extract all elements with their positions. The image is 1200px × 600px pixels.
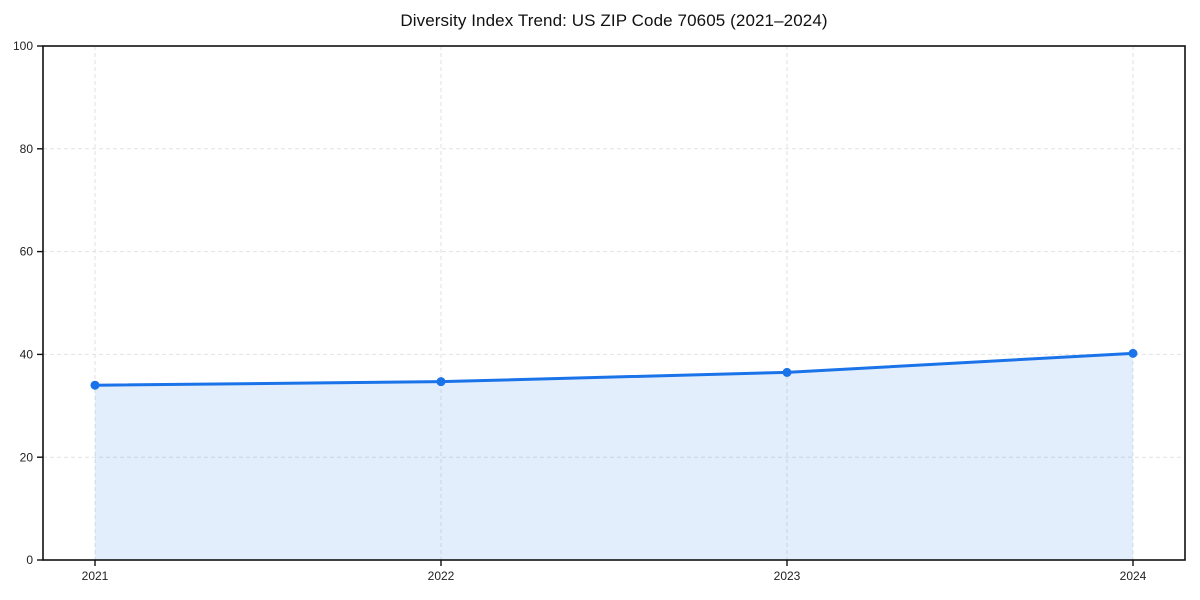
data-point-2021	[90, 380, 100, 390]
y-tick-label: 80	[20, 142, 34, 156]
x-tick-label: 2024	[1120, 569, 1147, 583]
x-tick-label: 2021	[82, 569, 109, 583]
y-tick-label: 60	[20, 245, 34, 259]
plot-border	[42, 45, 1186, 561]
area-fill	[95, 353, 1133, 560]
trend-line	[93, 351, 1135, 387]
x-tick-label: 2023	[774, 569, 801, 583]
x-tick-label: 2022	[428, 569, 455, 583]
y-tick-label: 0	[26, 553, 33, 567]
y-tick-label: 100	[13, 39, 33, 53]
data-point-2023	[782, 367, 792, 377]
chart-title: Diversity Index Trend: US ZIP Code 70605…	[400, 11, 828, 30]
data-point-2022	[436, 377, 446, 387]
y-tick-label: 40	[20, 347, 34, 361]
y-tick-label: 20	[20, 450, 34, 464]
data-point-2024	[1128, 348, 1138, 358]
